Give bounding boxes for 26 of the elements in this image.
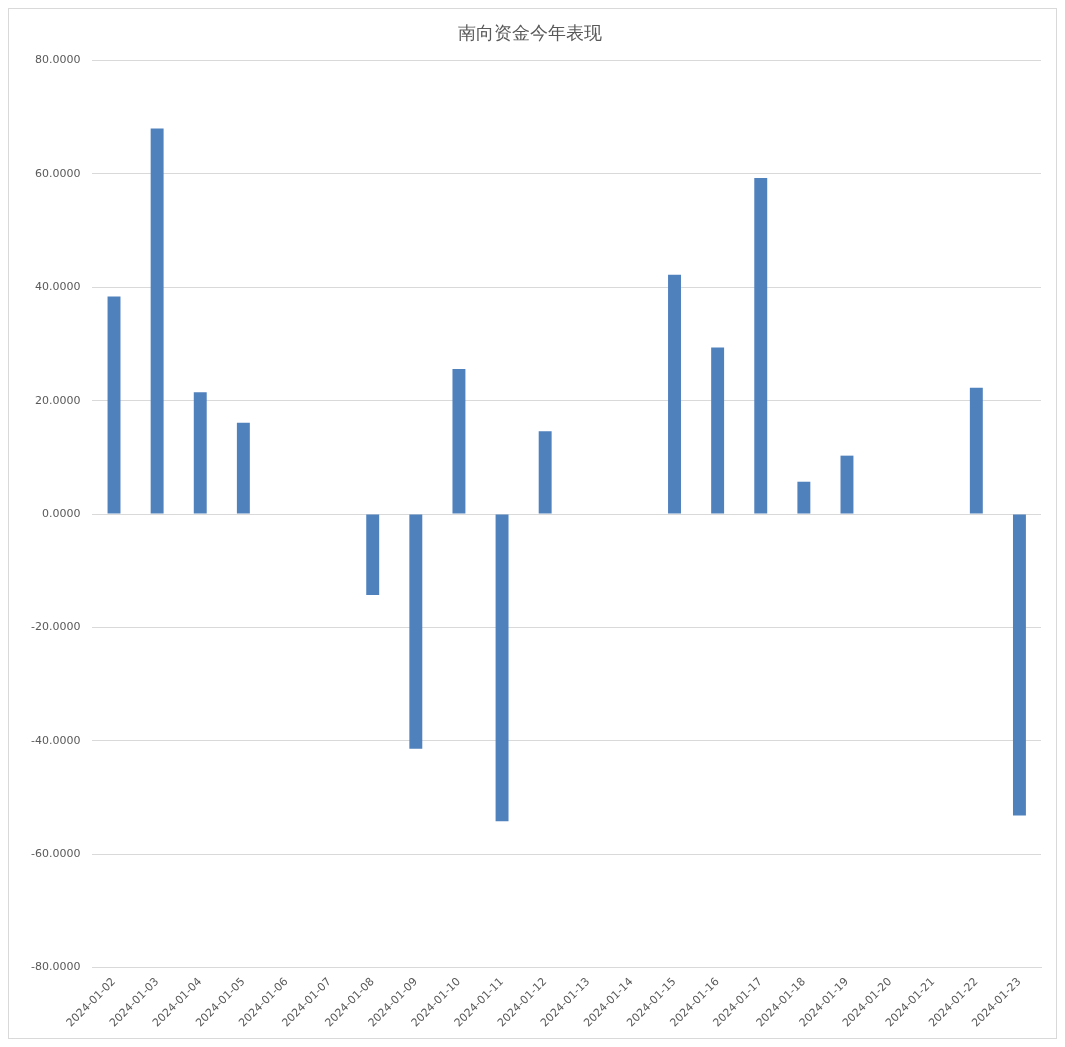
bar	[797, 481, 811, 514]
y-tick-label: -80.0000	[30, 960, 81, 974]
bar	[538, 431, 552, 514]
bar	[495, 514, 509, 822]
bar	[452, 368, 466, 514]
bar	[1012, 514, 1026, 816]
y-tick-label: -20.0000	[30, 620, 81, 634]
bar	[107, 296, 121, 514]
bar	[193, 392, 207, 514]
y-tick-label: -40.0000	[30, 733, 81, 747]
y-tick-label: 80.0000	[34, 53, 81, 67]
y-tick-label: 0.0000	[41, 506, 81, 520]
bar	[409, 514, 423, 749]
bar	[754, 177, 768, 514]
y-tick-label: 40.0000	[34, 280, 81, 294]
bar	[711, 347, 725, 514]
bar	[969, 387, 983, 514]
chart-title: 南向资金今年表现	[458, 22, 602, 44]
bar	[840, 455, 854, 514]
bar	[150, 128, 164, 514]
y-tick-label: 20.0000	[34, 393, 81, 407]
bar	[668, 274, 681, 514]
y-tick-label: -60.0000	[30, 846, 81, 860]
bar	[366, 514, 380, 596]
y-tick-label: 60.0000	[34, 166, 81, 180]
bar	[236, 422, 250, 514]
